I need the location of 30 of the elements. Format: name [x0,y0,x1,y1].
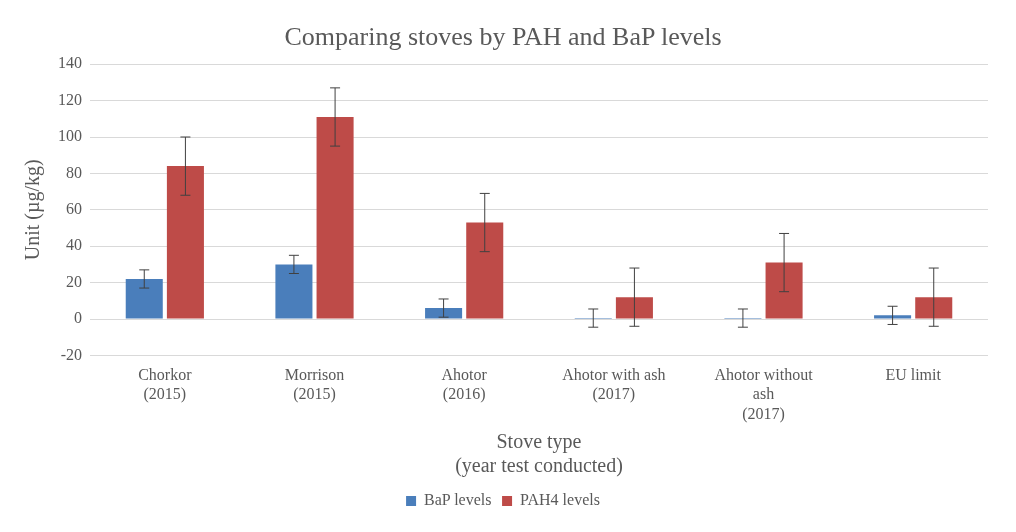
y-tick-label: 40 [66,236,82,254]
bar [874,315,912,319]
y-tick-label: 20 [66,272,82,290]
x-tick-label: Ahotor (2016) [441,366,488,404]
bar [466,222,504,319]
x-tick-label: Ahotor without ash (2017) [714,366,814,423]
x-tick-label: EU limit [885,366,942,384]
y-axis-title: Unit (µg/kg) [21,159,45,261]
y-tick-label: 140 [58,54,82,72]
y-tick-label: -20 [60,345,82,363]
legend-label: BaP levels [424,491,492,509]
y-tick-label: 0 [74,309,82,327]
x-tick-label: Morrison (2015) [284,366,345,404]
y-tick-label: 80 [66,163,82,181]
bar [166,166,204,319]
y-tick-label: 120 [58,90,82,108]
bar [425,308,463,319]
bar [275,264,313,319]
x-tick-label: Chorkor (2015) [138,366,193,404]
chart-title: Comparing stoves by PAH and BaP levels [284,22,722,52]
bar [615,297,653,319]
bar [765,262,803,319]
bar [915,297,953,319]
x-axis-title: Stove type (year test conducted) [455,430,623,478]
legend-label: PAH4 levels [520,491,600,509]
bar [316,116,354,319]
y-tick-label: 60 [66,200,82,217]
x-tick-label: Ahotor with ash (2017) [562,366,666,404]
y-tick-label: 100 [58,127,82,145]
bar [125,278,163,319]
